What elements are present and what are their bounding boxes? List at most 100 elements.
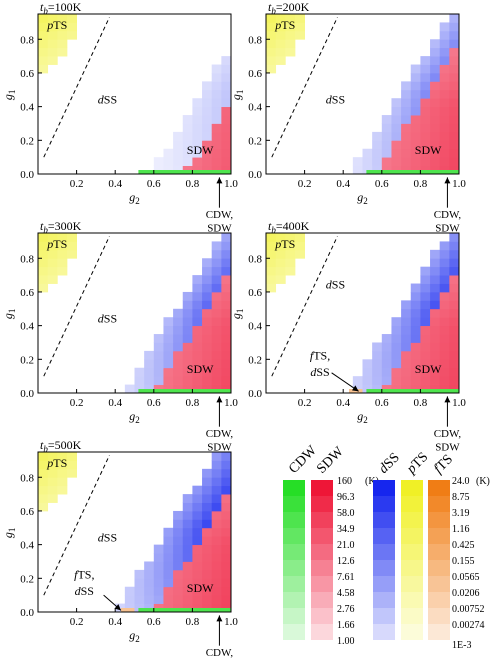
legend-value-left: 58.0 — [337, 508, 355, 519]
heatmap-cell — [221, 452, 232, 461]
phase-label-rest: TS, — [313, 348, 330, 362]
heatmap-cell — [372, 367, 383, 377]
y-axis-label-sub: 1 — [7, 528, 17, 533]
phase-label: dSS — [326, 92, 345, 106]
heatmap-cell — [57, 266, 68, 276]
legend-swatch — [428, 576, 450, 592]
heatmap-cell — [153, 561, 164, 571]
heatmap-cell — [381, 148, 392, 158]
phase-label: SDW — [415, 143, 442, 157]
heatmap-cell — [182, 148, 193, 158]
dashed-boundary-line — [271, 17, 338, 158]
legend-value-left: 1.00 — [337, 636, 355, 647]
x-tick-label: 0.8 — [414, 397, 428, 409]
heatmap-cell — [202, 485, 213, 495]
heatmap-cell — [173, 553, 184, 562]
legend-swatch — [428, 592, 450, 608]
heatmap-cell — [221, 106, 232, 116]
heatmap-cell — [192, 510, 203, 520]
heatmap-cell — [439, 47, 450, 57]
heatmap-cell — [266, 56, 277, 65]
phase-label: pTS — [46, 18, 67, 32]
heatmap-cell — [192, 519, 203, 529]
phase-label-rest: TS — [281, 237, 295, 251]
heatmap-cell — [182, 536, 193, 546]
heatmap-cell — [362, 157, 373, 166]
heatmap-cell — [153, 342, 164, 352]
heatmap-cell — [221, 266, 232, 276]
heatmap-cell — [211, 384, 222, 394]
heatmap-cell — [221, 494, 232, 503]
legend-swatch — [283, 480, 305, 496]
heatmap-cell — [420, 131, 431, 141]
heatmap-cell — [182, 544, 193, 554]
y-tick-label: 0.0 — [248, 388, 262, 400]
heatmap-cell — [410, 98, 421, 108]
heatmap-cell — [221, 56, 232, 65]
heatmap-cell — [134, 586, 145, 596]
panel-title-sub: b — [271, 6, 276, 16]
heatmap-cell — [202, 586, 213, 596]
heatmap-cell — [173, 569, 184, 579]
heatmap-cell — [401, 359, 412, 369]
panel-3: 0.2 0.4 0.6 0.8 1.00.00.20.40.60.8tb=300Kg2g… — [1, 219, 238, 453]
legend-swatch — [373, 544, 395, 560]
x-axis-label: g2 — [357, 190, 368, 206]
heatmap-cell — [211, 106, 222, 116]
x-tick-label: 0.4 — [336, 397, 350, 409]
heatmap-cell — [439, 283, 450, 293]
heatmap-cell — [294, 233, 305, 242]
heatmap-cell — [221, 510, 232, 520]
heatmap-cell — [202, 334, 213, 343]
heatmap-cell — [439, 359, 450, 369]
heatmap-cell — [202, 123, 213, 133]
phase-label-rest: TS — [53, 456, 67, 470]
phase-label-rest: SS — [316, 365, 329, 379]
heatmap-cell — [173, 325, 184, 335]
heatmap-cell — [266, 64, 277, 74]
heatmap-cell — [266, 283, 277, 293]
legend-swatch — [373, 560, 395, 576]
legend-column-label: pTS — [404, 450, 432, 478]
heatmap-cell — [381, 123, 392, 133]
heatmap-cell — [211, 165, 222, 175]
heatmap-cell — [211, 603, 222, 613]
heatmap-cell — [410, 342, 421, 352]
heatmap-cells — [266, 233, 460, 394]
heatmap-cell — [401, 342, 412, 352]
heatmap-cell — [173, 586, 184, 596]
x-tick-label: 0.8 — [186, 397, 200, 409]
legend-swatch — [428, 496, 450, 512]
heatmap-cell — [362, 384, 373, 394]
heatmap-cell — [221, 123, 232, 133]
heatmap-cell — [449, 39, 460, 49]
heatmap-cell — [449, 56, 460, 65]
heatmap-cell — [439, 241, 450, 251]
heatmap-cell — [47, 241, 58, 251]
heatmap-cell — [192, 578, 203, 588]
heatmap-cell — [192, 291, 203, 301]
heatmap-cell — [211, 131, 222, 141]
heatmap-cell — [266, 14, 277, 23]
panel-title-var: t — [40, 438, 44, 452]
heatmap-cell — [163, 603, 174, 613]
heatmap-cell — [266, 266, 277, 276]
x-axis-label-var: g — [357, 190, 363, 204]
heatmap-cell — [192, 342, 203, 352]
panel-title-sub: b — [43, 444, 48, 454]
x-tick-label: 0.8 — [186, 178, 200, 190]
legend-swatch — [311, 560, 333, 576]
heatmap-cell — [221, 165, 232, 175]
heatmap-cell — [153, 553, 164, 562]
phase-label-prefix: d — [98, 311, 105, 325]
x-tick-label: 0.2 — [70, 616, 84, 628]
phase-label-prefix: p — [274, 18, 281, 32]
legend-swatch — [401, 480, 423, 496]
heatmap-cell — [420, 98, 431, 108]
heatmap-cell — [266, 22, 277, 32]
heatmap-cell — [153, 384, 164, 394]
heatmap-cell — [211, 477, 222, 487]
heatmap-cell — [372, 342, 383, 352]
heatmap-cell — [439, 131, 450, 141]
heatmap-cell — [391, 98, 402, 108]
